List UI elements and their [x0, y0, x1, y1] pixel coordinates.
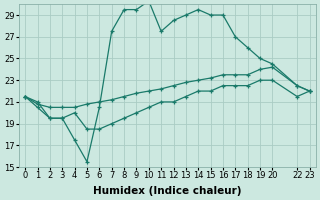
X-axis label: Humidex (Indice chaleur): Humidex (Indice chaleur)	[93, 186, 242, 196]
